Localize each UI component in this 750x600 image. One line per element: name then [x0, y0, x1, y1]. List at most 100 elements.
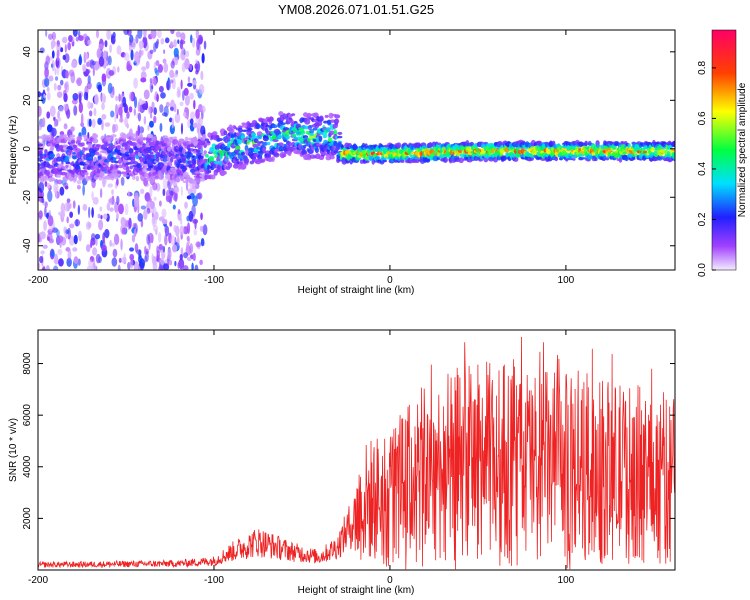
spectrogram-ridge-blob [202, 134, 207, 141]
spectrogram-noise-blob [171, 117, 175, 129]
spectrogram-noise-blob [192, 122, 198, 129]
spectrogram-ridge-blob [38, 143, 43, 147]
spectrogram-noise-blob [57, 84, 62, 91]
spectrogram-noise-blob [87, 101, 91, 110]
spectrogram-noise-blob [45, 30, 48, 37]
spectrogram-ridge-blob [314, 147, 319, 154]
spectrogram-noise-blob [129, 253, 135, 261]
spectrogram-ridge-blob [584, 140, 588, 146]
spectrogram-noise-blob [47, 215, 54, 227]
spectrogram-ridge-blob [97, 155, 102, 161]
spectrogram-ytick-label: 20 [22, 94, 33, 106]
spectrogram-ridge-blob [158, 144, 163, 147]
spectrogram-ridge-blob [173, 136, 178, 140]
spectrogram-ridge-blob [123, 171, 127, 175]
spectrogram-noise-blob [51, 127, 57, 137]
spectrogram-noise-blob [112, 123, 116, 134]
spectrogram-noise-blob [169, 221, 173, 227]
spectrogram-ridge-blob [116, 170, 121, 175]
spectrogram-noise-blob [98, 56, 105, 67]
colorbar-tick-label: 0.4 [697, 162, 708, 176]
spectrogram-ridge-blob [237, 127, 243, 133]
spectrogram-ridge-blob [148, 141, 155, 147]
spectrogram-ridge-blob [458, 157, 464, 164]
spectrogram-noise-blob [158, 265, 164, 270]
spectrogram-ridge-blob [513, 156, 519, 162]
spectrogram-ridge-blob [266, 141, 271, 146]
spectrogram-noise-blob [59, 186, 65, 196]
spectrogram-noise-blob [92, 257, 96, 269]
spectrogram-noise-blob [82, 203, 88, 212]
spectrogram-ridge-blob [198, 141, 204, 146]
snr-ytick-label: 2000 [22, 507, 33, 530]
spectrogram-noise-blob [71, 60, 77, 69]
spectrogram-noise-blob [123, 252, 126, 263]
spectrogram-noise-blob [164, 225, 170, 237]
spectrogram-noise-blob [145, 60, 150, 70]
spectrogram-noise-blob [47, 33, 54, 40]
spectrogram-noise-blob [115, 95, 119, 102]
spectrogram-noise-blob [128, 106, 133, 113]
spectrogram-noise-blob [157, 30, 162, 39]
spectrogram-noise-blob [156, 249, 161, 261]
spectrogram-noise-blob [163, 49, 166, 54]
spectrogram-ridge-blob [237, 138, 242, 145]
spectrogram-noise-blob [129, 34, 134, 44]
spectrogram-noise-blob [200, 212, 203, 221]
spectrogram-ridge-blob [572, 158, 576, 161]
spectrogram-noise-blob [65, 229, 70, 235]
spectrogram-noise-blob [158, 243, 164, 251]
spectrogram-ridge-blob [132, 164, 138, 168]
spectrogram-ridge-blob [228, 128, 235, 134]
spectrogram-noise-blob [84, 39, 87, 45]
spectrogram-noise-blob [83, 91, 88, 101]
figure-title: YM08.2026.071.01.51.G25 [278, 2, 434, 17]
spectrogram-noise-blob [111, 189, 114, 195]
spectrogram-noise-blob [50, 249, 55, 258]
spectrogram-noise-blob [106, 30, 111, 40]
spectrogram-noise-blob [107, 55, 112, 66]
spectrogram-ridge-blob [230, 134, 235, 139]
spectrogram-noise-blob [110, 110, 115, 118]
spectrogram-ridge-blob [149, 151, 154, 155]
spectrogram-noise-blob [39, 47, 45, 54]
spectrogram-noise-blob [78, 230, 82, 242]
spectrogram-ridge-blob [187, 160, 192, 165]
spectrogram-noise-blob [172, 244, 178, 253]
spectrogram-ridge-blob [111, 144, 116, 149]
spectrogram-noise-blob [146, 197, 152, 203]
spectrogram-noise-blob [140, 188, 145, 195]
spectrogram-noise-blob [73, 105, 78, 116]
spectrogram-noise-blob [135, 34, 139, 44]
spectrogram-ridge-blob [307, 113, 313, 117]
spectrogram-noise-blob [82, 65, 87, 72]
spectrogram-ridge-blob [561, 147, 568, 152]
spectrogram-ridge-blob [172, 138, 179, 145]
spectrogram-noise-blob [184, 95, 190, 106]
spectrogram-ridge-blob [442, 157, 448, 163]
spectrogram-noise-blob [85, 53, 89, 60]
spectrogram-noise-blob [112, 248, 118, 258]
spectrogram-noise-blob [123, 52, 130, 61]
spectrogram-noise-blob [170, 60, 175, 69]
spectrogram-marks [38, 30, 675, 270]
spectrogram-noise-blob [50, 40, 56, 48]
spectrogram-ridge-blob [221, 144, 226, 148]
spectrogram-noise-blob [73, 256, 79, 265]
spectrogram-noise-blob [149, 112, 153, 119]
spectrogram-noise-blob [180, 32, 186, 41]
spectrogram-noise-blob [155, 60, 160, 67]
spectrogram-ridge-blob [335, 118, 340, 124]
spectrogram-ridge-blob [602, 155, 607, 159]
spectrogram-noise-blob [53, 82, 57, 91]
spectrogram-ridge-blob [540, 157, 546, 161]
spectrogram-noise-blob [48, 75, 54, 82]
spectrogram-noise-blob [98, 219, 104, 231]
spectrogram-noise-blob [175, 31, 182, 38]
spectrogram-ridge-blob [580, 157, 587, 160]
spectrogram-noise-blob [38, 181, 45, 193]
spectrogram-noise-blob [78, 55, 83, 66]
spectrogram-noise-blob [174, 260, 177, 267]
spectrogram-noise-blob [76, 179, 82, 185]
spectrogram-noise-blob [143, 209, 148, 220]
